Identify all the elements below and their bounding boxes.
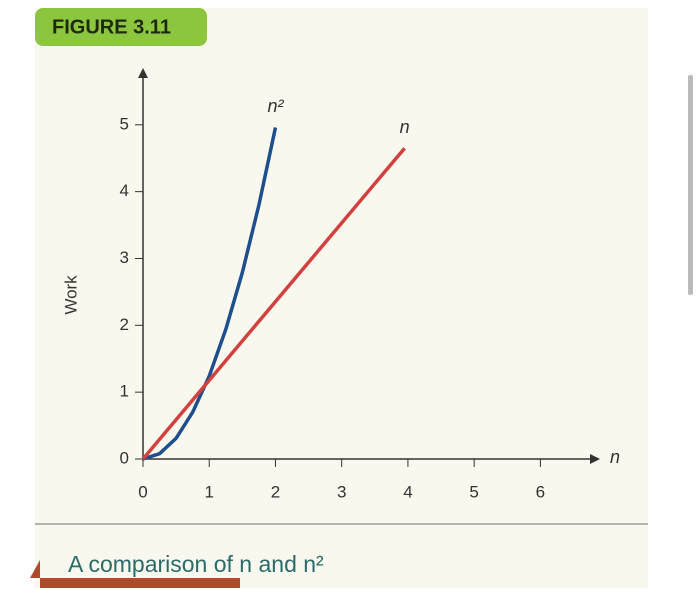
series-line — [141, 147, 406, 461]
y-tick-label: 1 — [120, 382, 129, 401]
figure-label: FIGURE 3.11 — [52, 16, 171, 38]
series-label: n² — [267, 96, 284, 116]
scrollbar — [688, 75, 693, 295]
y-axis-label: Work — [61, 275, 80, 315]
panel — [35, 8, 648, 588]
series-line — [142, 127, 278, 461]
y-tick-label: 5 — [120, 114, 129, 133]
x-tick-label: 2 — [271, 482, 280, 501]
y-axis-arrow — [138, 68, 148, 78]
figure-tab — [35, 8, 207, 46]
series-label: n — [400, 117, 410, 137]
caption: A comparison of n and n² — [68, 551, 324, 577]
y-tick-label: 0 — [120, 448, 129, 467]
x-axis-label: n — [610, 447, 620, 467]
y-tick-label: 2 — [120, 315, 129, 334]
x-tick-label: 0 — [138, 482, 147, 501]
x-tick-label: 1 — [204, 482, 213, 501]
caption-accent — [30, 560, 240, 588]
x-tick-label: 6 — [536, 482, 545, 501]
x-tick-label: 4 — [403, 482, 412, 501]
y-tick-label: 4 — [120, 181, 129, 200]
x-tick-label: 5 — [469, 482, 478, 501]
x-axis-arrow — [590, 454, 600, 464]
x-tick-label: 3 — [337, 482, 346, 501]
y-tick-label: 3 — [120, 248, 129, 267]
